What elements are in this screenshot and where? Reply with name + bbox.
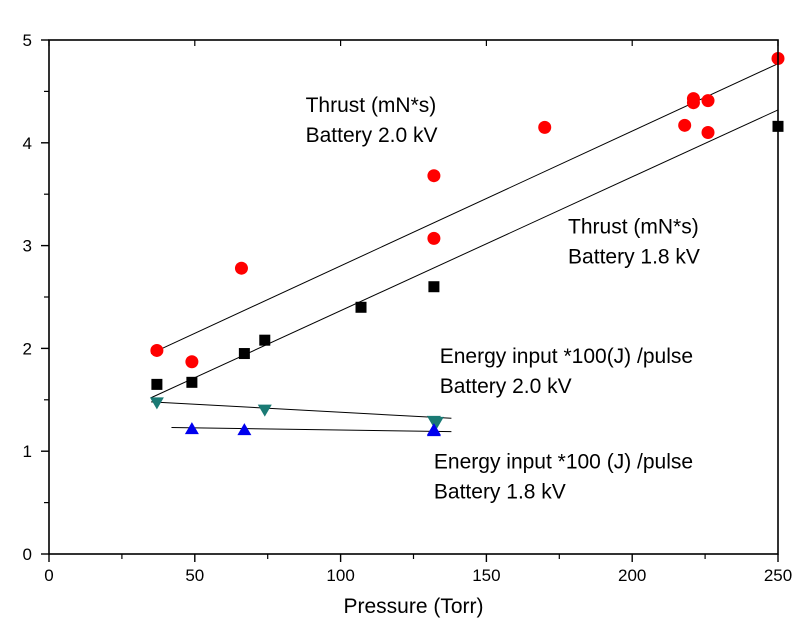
x-tick-label: 250 xyxy=(764,566,792,585)
data-point-series-0 xyxy=(701,126,715,140)
annotation-line: Battery 1.8 kV xyxy=(434,481,566,504)
data-point-series-2 xyxy=(149,397,164,410)
y-tick-label: 2 xyxy=(23,339,32,358)
annotation-2: Energy input *100(J) /pulse Battery 2.0 k… xyxy=(440,345,693,398)
annotation-line: Battery 2.0 kV xyxy=(440,375,572,398)
fit-line-3 xyxy=(171,427,452,433)
y-tick-label: 3 xyxy=(23,237,32,256)
data-point-series-0 xyxy=(686,96,700,110)
annotation-line: Thrust (mN*s) xyxy=(568,215,699,238)
data-point-series-1 xyxy=(186,376,198,388)
data-point-series-0 xyxy=(538,120,552,134)
annotation-line: Energy input *100(J) /pulse xyxy=(440,345,693,368)
x-tick-label: 0 xyxy=(44,566,53,585)
data-point-series-2 xyxy=(429,416,444,429)
x-axis-title: Pressure (Torr) xyxy=(343,595,483,618)
data-point-series-0 xyxy=(427,231,441,245)
data-point-series-0 xyxy=(701,94,715,108)
annotation-3: Energy input *100 (J) /pulse Battery 1.8 … xyxy=(434,451,693,504)
y-tick-label: 1 xyxy=(23,442,32,461)
x-tick-label: 100 xyxy=(326,566,354,585)
annotation-1: Thrust (mN*s) Battery 1.8 kV xyxy=(568,215,700,268)
data-point-series-0 xyxy=(678,118,692,132)
data-point-series-0 xyxy=(427,169,441,183)
data-point-series-1 xyxy=(238,348,250,360)
y-tick-label: 0 xyxy=(23,545,32,564)
data-point-series-3 xyxy=(184,422,199,435)
data-point-series-0 xyxy=(185,355,199,369)
annotation-line: Battery 1.8 kV xyxy=(568,245,700,268)
annotation-line: Thrust (mN*s) xyxy=(306,94,437,117)
data-point-series-0 xyxy=(150,343,164,357)
annotation-line: Battery 2.0 kV xyxy=(306,124,438,147)
fit-line-0 xyxy=(150,63,779,354)
data-point-series-1 xyxy=(151,378,163,390)
data-point-series-1 xyxy=(355,301,367,313)
data-point-series-3 xyxy=(426,424,441,437)
x-tick-label: 50 xyxy=(185,566,204,585)
axis-ticks: 0 50 100 150 200 250 0 1 2 3 4 5 xyxy=(23,31,793,585)
data-point-series-2 xyxy=(257,404,272,417)
data-point-series-1 xyxy=(428,281,440,293)
plot-frame xyxy=(48,39,779,555)
data-point-series-1 xyxy=(259,334,271,346)
annotation-0: Thrust (mN*s) Battery 2.0 kV xyxy=(306,94,438,147)
x-tick-label: 200 xyxy=(618,566,646,585)
fit-line-2 xyxy=(151,401,452,419)
x-tick-label: 150 xyxy=(472,566,500,585)
y-tick-label: 4 xyxy=(23,134,32,153)
annotation-line: Energy input *100 (J) /pulse xyxy=(434,451,693,474)
fit-lines xyxy=(150,63,779,433)
fit-line-1 xyxy=(150,109,779,399)
data-point-series-3 xyxy=(237,423,252,436)
data-point-series-0 xyxy=(234,261,248,275)
y-tick-label: 5 xyxy=(23,31,32,50)
